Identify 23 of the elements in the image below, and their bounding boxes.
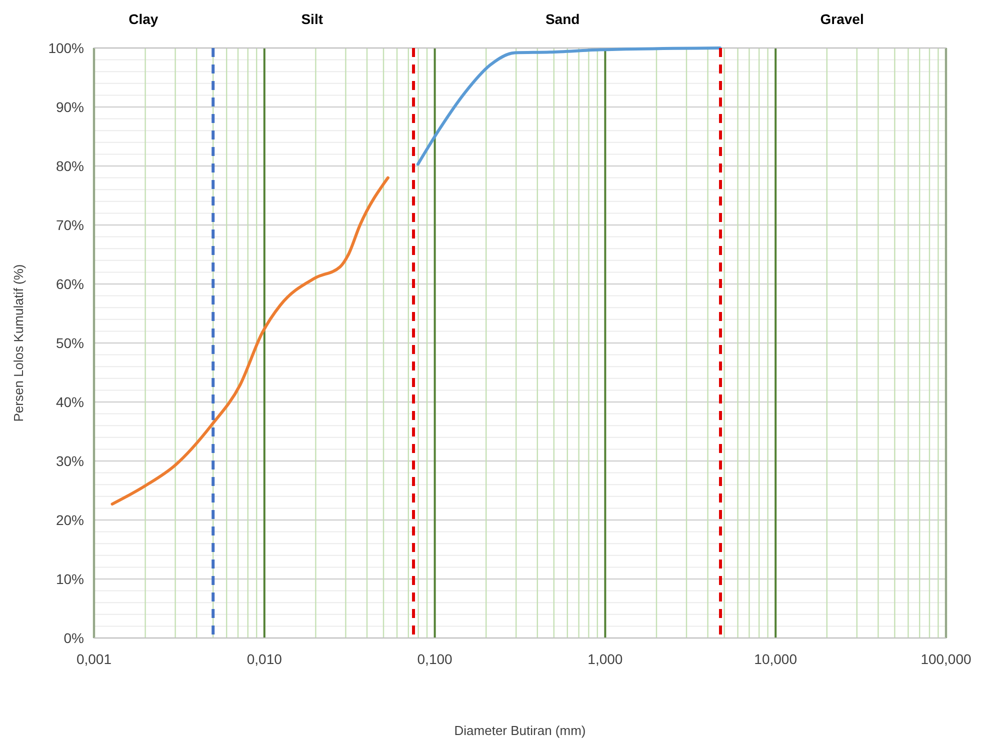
x-tick-label: 100,000 [920,651,972,667]
x-tick-label: 10,000 [754,651,798,667]
y-tick-label: 90% [56,99,84,115]
y-tick-label: 70% [56,217,84,233]
y-tick-label: 10% [56,571,84,587]
y-tick-label: 0% [64,630,84,646]
x-tick-label: 0,100 [417,651,453,667]
text: Sand [545,11,580,27]
text: Clay [128,11,158,27]
y-axis-title: Persen Lolos Kumulatif (%) [11,264,26,422]
y-tick-label: 40% [56,394,84,410]
y-tick-label: 50% [56,335,84,351]
x-tick-label: 0,010 [246,651,282,667]
y-tick-label: 20% [56,512,84,528]
x-tick-label: 1,000 [588,651,623,667]
x-tick-label: 0,001 [76,651,112,667]
text: Gravel [820,11,864,27]
text: Silt [301,11,324,27]
y-tick-label: 60% [56,276,84,292]
y-tick-label: 80% [56,158,84,174]
x-axis-title: Diameter Butiran (mm) [454,723,586,738]
y-tick-label: 30% [56,453,84,469]
y-tick-label: 100% [48,40,84,56]
